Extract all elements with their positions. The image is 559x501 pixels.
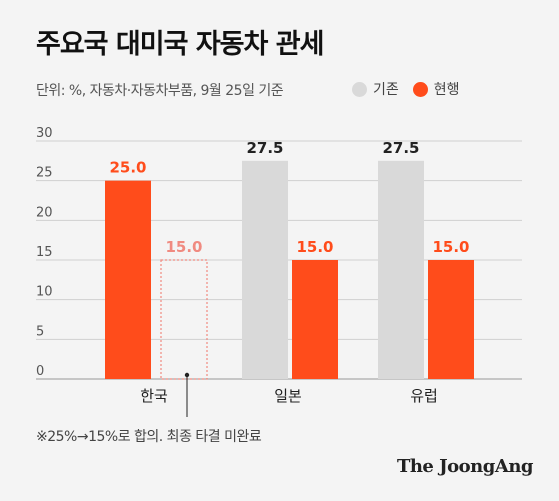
footnote: ※25%→15%로 합의. 최종 타결 미완료 xyxy=(36,429,262,445)
y-tick-label: 0 xyxy=(36,364,44,379)
legend-label-current: 현행 xyxy=(433,82,460,98)
y-tick-label: 30 xyxy=(36,126,53,141)
brand-logo: The JoongAng xyxy=(396,456,534,477)
y-tick-label: 15 xyxy=(36,245,53,260)
x-category-label: 한국 xyxy=(140,387,168,405)
bar-previous xyxy=(378,160,424,379)
legend-item-previous: 기존 xyxy=(352,79,399,99)
bar-current xyxy=(105,180,151,379)
bar-current xyxy=(428,260,474,379)
data-label-agreed: 15.0 xyxy=(165,238,202,256)
data-label-previous: 27.5 xyxy=(246,139,283,157)
data-label-current: 15.0 xyxy=(296,238,333,256)
legend-swatch-previous xyxy=(352,81,367,97)
bar-agreed-outline xyxy=(160,259,208,380)
data-label-current: 25.0 xyxy=(109,159,146,177)
x-category-label: 일본 xyxy=(274,387,302,405)
bar-chart: 0 5 10 15 20 25 30 25.0 15.0 한국 27.5 15.0 일본 27.5 15.0… xyxy=(36,126,522,417)
chart-subtitle: 단위: %, 자동차·자동차부품, 9월 25일 기준 xyxy=(36,83,284,99)
legend-swatch-current xyxy=(412,81,428,97)
legend-item-current: 현행 xyxy=(412,79,460,99)
bar-current xyxy=(292,260,338,379)
bar-previous xyxy=(242,160,288,379)
data-label-previous: 27.5 xyxy=(382,139,419,157)
y-tick-label: 25 xyxy=(36,166,53,181)
y-tick-label: 5 xyxy=(36,324,44,339)
chart-title: 주요국 대미국 자동차 관세 xyxy=(36,29,324,60)
data-label-current: 15.0 xyxy=(432,238,469,256)
x-category-label: 유럽 xyxy=(410,387,438,405)
y-tick-label: 10 xyxy=(36,285,53,300)
legend: 기존 현행 xyxy=(352,79,474,99)
legend-label-previous: 기존 xyxy=(373,82,399,98)
y-tick-label: 20 xyxy=(36,205,53,220)
